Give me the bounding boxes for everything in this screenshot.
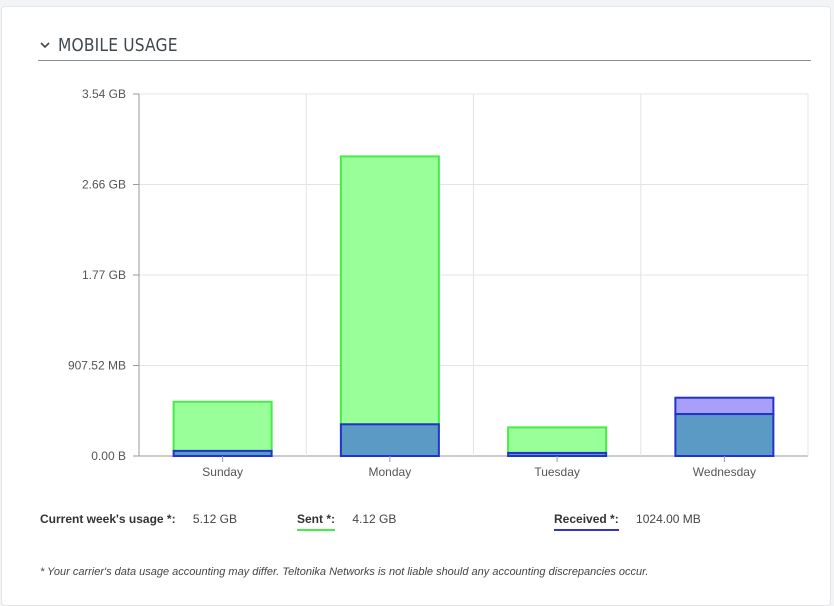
disclaimer-footnote: * Your carrier's data usage accounting m… [40,566,649,578]
y-tick-label: 1.77 GB [82,268,126,282]
bar-received [507,451,608,457]
mobile-usage-chart: 0.00 B 907.52 MB 1.77 GB 2.66 GB 3.54 GB Sund… [68,87,809,479]
mobile-usage-section-toggle[interactable]: MOBILE USAGE [38,30,811,61]
y-tick-label: 0.00 B [91,449,126,463]
x-tick-label: Wednesday [693,465,756,479]
received-summary: Received *: 1024.00 MB [554,512,701,531]
week-usage-summary: Current week's usage *: 5.12 GB [40,512,237,526]
sent-summary: Sent *: 4.12 GB [297,512,396,531]
bar-sent [507,426,608,454]
sent-legend-label: Sent *: [297,512,336,531]
y-tick-label: 3.54 GB [82,87,126,101]
y-tick-label: 2.66 GB [82,178,126,192]
section-title: MOBILE USAGE [58,34,178,56]
x-tick-label: Monday [369,465,412,479]
week-usage-value: 5.12 GB [192,512,237,526]
x-tick-label: Sunday [202,465,243,479]
y-tick-label: 907.52 MB [68,359,126,373]
bar-received [339,423,440,458]
sent-value: 4.12 GB [352,512,397,526]
bar-received-band [674,396,775,416]
received-value: 1024.00 MB [636,512,701,526]
bar-sent [339,155,440,426]
bar-sent [172,400,273,452]
week-usage-label: Current week's usage *: [40,512,176,526]
bar-received [172,449,273,457]
x-tick-label: Tuesday [534,465,580,479]
received-legend-label: Received *: [554,512,619,531]
chevron-down-icon [40,42,50,49]
bar-received [674,413,775,458]
